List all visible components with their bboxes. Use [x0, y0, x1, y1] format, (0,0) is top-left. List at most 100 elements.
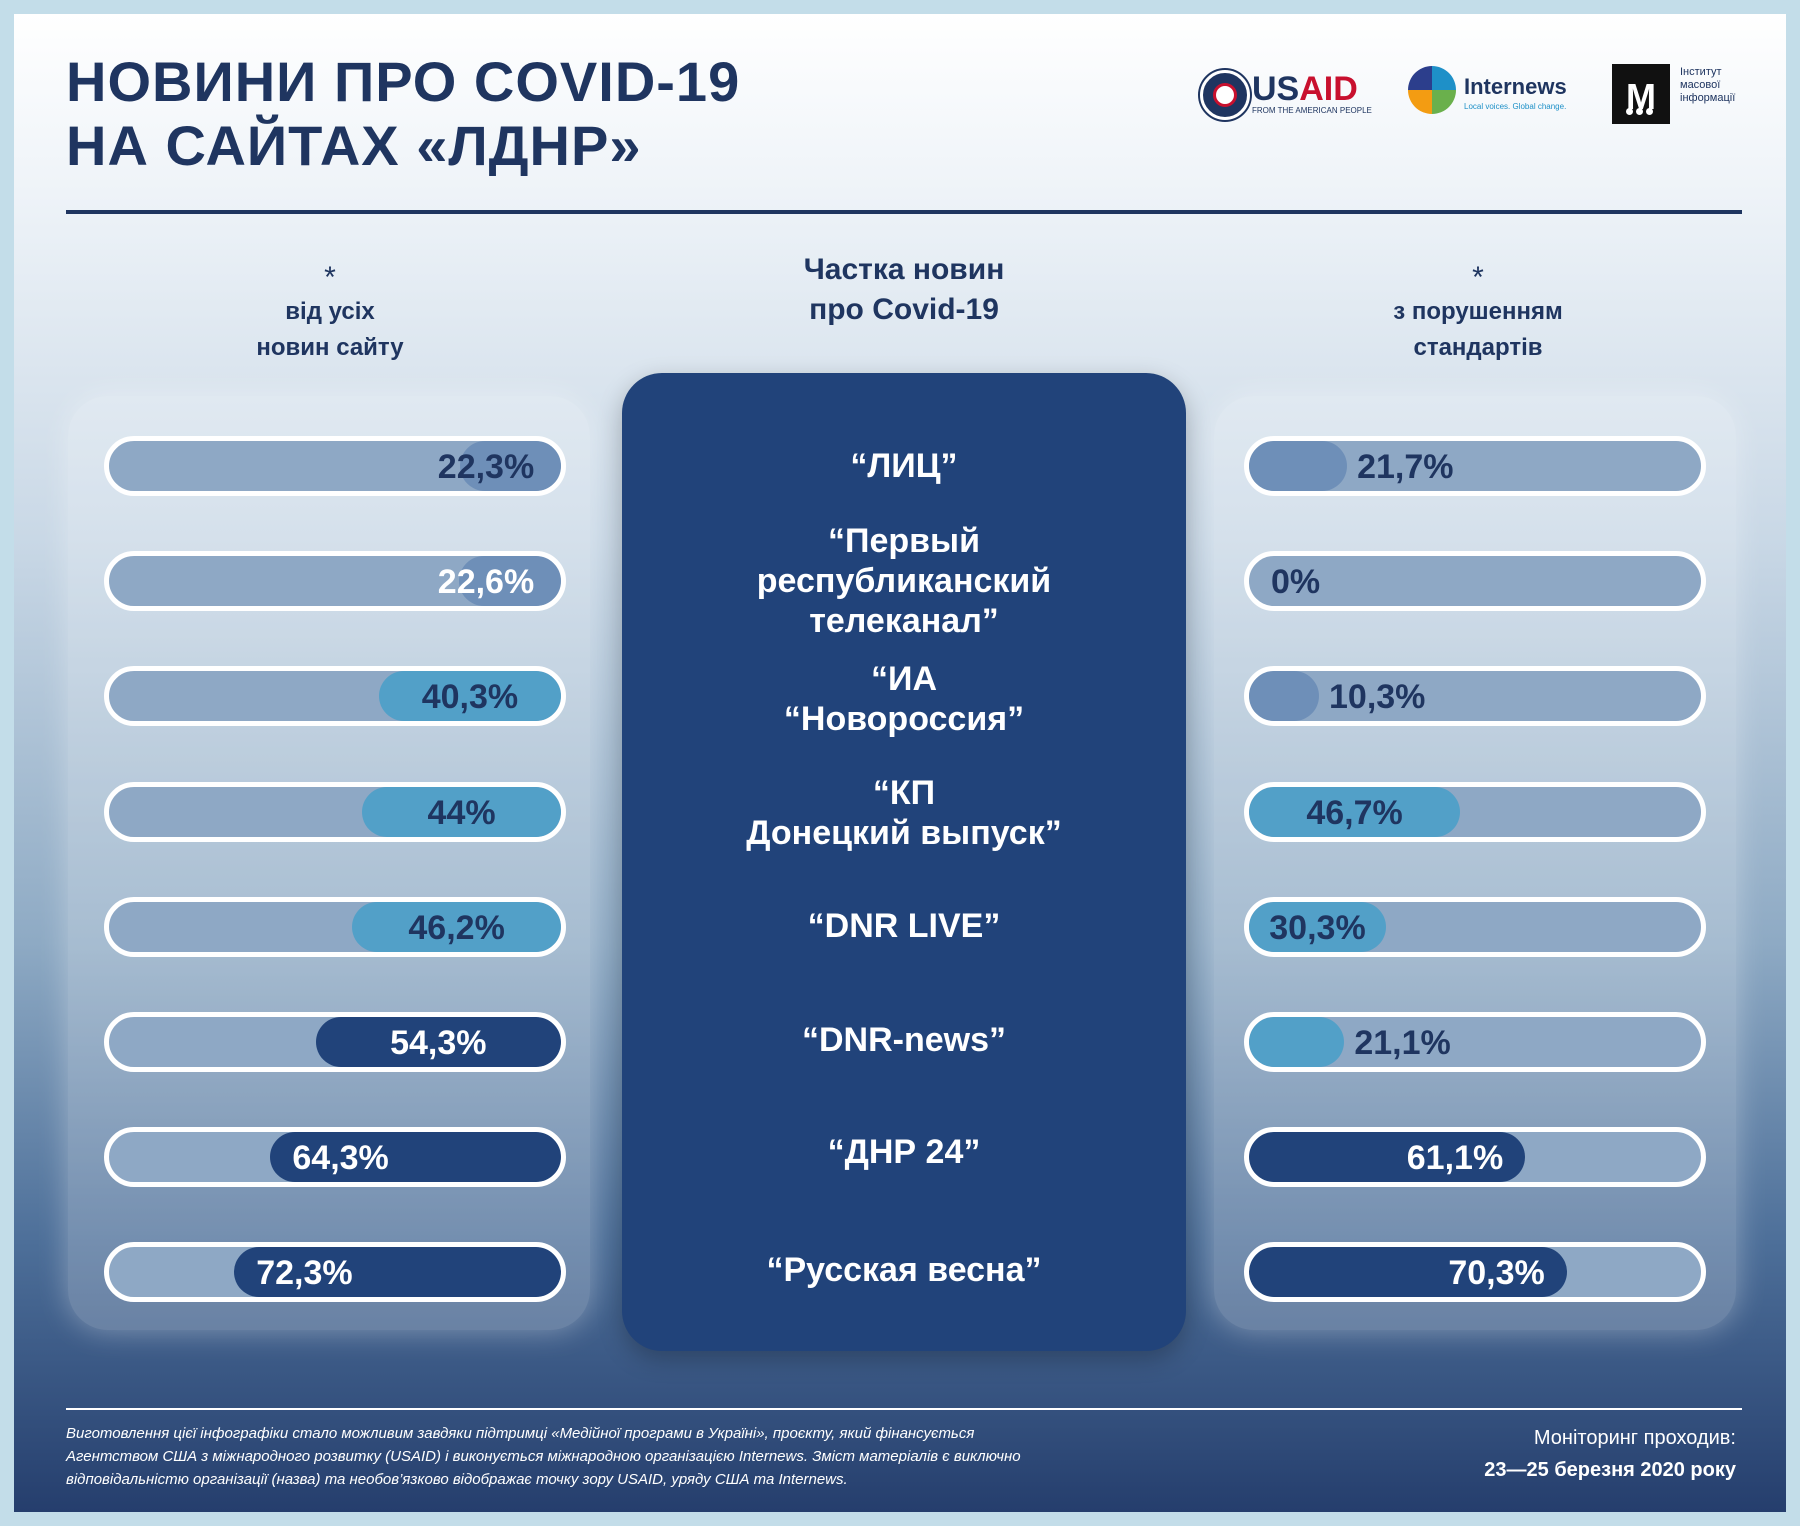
violation-bar [1249, 1132, 1526, 1182]
share-value-label: 22,6% [437, 563, 535, 601]
left-header-line-2: новин сайту [256, 334, 404, 361]
violation-bar-track: 0% [1244, 551, 1706, 611]
outlet-name-line: “DNR LIVE” [807, 907, 1001, 945]
share-value-label: 40,3% [421, 678, 519, 716]
violation-bar-track: 30,3% [1244, 897, 1706, 957]
imi-name-line-2: масової [1680, 79, 1721, 91]
share-bar [352, 902, 561, 952]
share-value-label: 54,3% [390, 1024, 487, 1062]
center-header-line-2: про Covid-19 [809, 293, 999, 326]
violation-bar [1249, 902, 1386, 952]
outlet-name: “DNR-news” [622, 1020, 1186, 1060]
violation-bar-track: 46,7% [1244, 782, 1706, 842]
right-header-line-2: стандартів [1413, 334, 1543, 361]
share-value-label: 44% [427, 794, 496, 832]
violation-value-label: 61,1% [1406, 1139, 1504, 1177]
internews-logo: Internews Local voices. Global change. [1408, 62, 1578, 138]
imi-logo: М Інститут масової інформації [1612, 62, 1752, 138]
right-panel [1214, 396, 1736, 1330]
outlet-name-line: республиканский [756, 562, 1052, 600]
monitoring-dates: 23—25 березня 2020 року [1484, 1459, 1736, 1481]
imi-name: Інститут масової інформації [1680, 66, 1760, 105]
right-column-header: * з порушенням стандартів [1328, 262, 1628, 366]
violation-value-label: 70,3% [1448, 1254, 1545, 1292]
usaid-prefix: US [1252, 70, 1300, 108]
outlet-name: “ЛИЦ” [622, 446, 1186, 486]
outlet-name: “Русская весна” [622, 1250, 1186, 1290]
violation-bar [1249, 1017, 1345, 1067]
center-header-line-1: Частка новин [803, 253, 1005, 286]
violation-value-label: 21,7% [1357, 448, 1454, 486]
outlet-name-line: “Новороссия” [783, 700, 1025, 738]
title-divider [66, 210, 1742, 214]
outlet-name-line: “DNR-news” [801, 1021, 1007, 1059]
violation-value-label: 30,3% [1269, 909, 1366, 947]
share-bar [460, 441, 561, 491]
page-title: НОВИНИ ПРО COVID-19 НА САЙТАХ «ЛДНР» [66, 50, 826, 178]
violation-bar-track: 21,1% [1244, 1012, 1706, 1072]
violation-bar-track: 70,3% [1244, 1242, 1706, 1302]
imi-mark-icon: М [1612, 64, 1670, 124]
title-line-2: НА САЙТАХ «ЛДНР» [66, 114, 642, 177]
funding-disclaimer: Виготовлення цієї інфографіки стало можл… [66, 1425, 1021, 1488]
share-bar-track: 72,3% [104, 1242, 566, 1302]
left-header-asterisk: * [324, 261, 336, 294]
monitoring-label: Моніторинг проходив: [1533, 1427, 1736, 1449]
left-column-header: * від усіх новин сайту [180, 262, 480, 366]
share-bar [378, 671, 561, 721]
violation-bar [1249, 441, 1348, 491]
share-bar-track: 22,6% [104, 551, 566, 611]
share-bar [315, 1017, 561, 1067]
left-header-line-1: від усіх [285, 298, 375, 325]
share-value-label: 46,2% [408, 909, 505, 947]
outlet-name-line: “ДНР 24” [827, 1133, 981, 1171]
outlet-name-line: телеканал” [809, 602, 999, 640]
outlet-names-panel [622, 373, 1186, 1351]
share-value-label: 72,3% [256, 1254, 353, 1292]
share-bar [362, 787, 561, 837]
right-header-asterisk: * [1472, 261, 1484, 294]
usaid-suffix: AID [1299, 70, 1358, 108]
share-bar [234, 1247, 561, 1297]
violation-value-label: 46,7% [1306, 794, 1403, 832]
share-bar-track: 40,3% [104, 666, 566, 726]
imi-name-line-1: Інститут [1680, 66, 1722, 78]
outlet-name: “ИА “Новороссия” [622, 659, 1186, 739]
monitoring-period: Моніторинг проходив: 23—25 березня 2020 … [1484, 1422, 1736, 1486]
violation-value-label: 0% [1271, 563, 1321, 601]
violation-bar [1249, 1247, 1567, 1297]
share-bar [270, 1132, 561, 1182]
violation-bar [1249, 787, 1461, 837]
violation-bar-track: 61,1% [1244, 1127, 1706, 1187]
internews-tagline: Local voices. Global change. [1464, 102, 1567, 111]
outlet-name-line: “КП [872, 774, 936, 812]
share-value-label: 22,3% [437, 448, 535, 486]
violation-value-label: 21,1% [1354, 1024, 1451, 1062]
footer-divider [66, 1408, 1742, 1410]
share-bar-track: 54,3% [104, 1012, 566, 1072]
share-bar-track: 22,3% [104, 436, 566, 496]
violation-bar-track: 21,7% [1244, 436, 1706, 496]
outlet-name-line: “ЛИЦ” [850, 447, 958, 485]
outlet-name-line: “ИА [871, 660, 937, 698]
usaid-seal-icon [1200, 70, 1250, 120]
share-bar-track: 46,2% [104, 897, 566, 957]
outlet-name-line: Донецкий выпуск” [746, 814, 1062, 852]
outlet-name: “Первый республиканский телеканал” [622, 521, 1186, 641]
right-header-line-1: з порушенням [1393, 298, 1563, 325]
usaid-wordmark: USAID [1252, 70, 1358, 109]
outlet-name: “DNR LIVE” [622, 906, 1186, 946]
usaid-tagline: FROM THE AMERICAN PEOPLE [1252, 106, 1372, 115]
outlet-name: “ДНР 24” [622, 1132, 1186, 1172]
left-panel [68, 396, 590, 1330]
outlet-name-line: “Русская весна” [766, 1251, 1042, 1289]
violation-bar-track: 10,3% [1244, 666, 1706, 726]
imi-name-line-3: інформації [1680, 92, 1736, 104]
partner-logos: USAID FROM THE AMERICAN PEOPLE Internews… [1190, 62, 1750, 138]
internews-wordmark: Internews [1464, 74, 1567, 99]
usaid-logo: USAID FROM THE AMERICAN PEOPLE [1190, 62, 1372, 138]
center-column-header: Частка новин про Covid-19 [722, 250, 1086, 330]
share-bar [458, 556, 561, 606]
title-line-1: НОВИНИ ПРО COVID-19 [66, 50, 741, 113]
violation-value-label: 10,3% [1329, 678, 1426, 716]
